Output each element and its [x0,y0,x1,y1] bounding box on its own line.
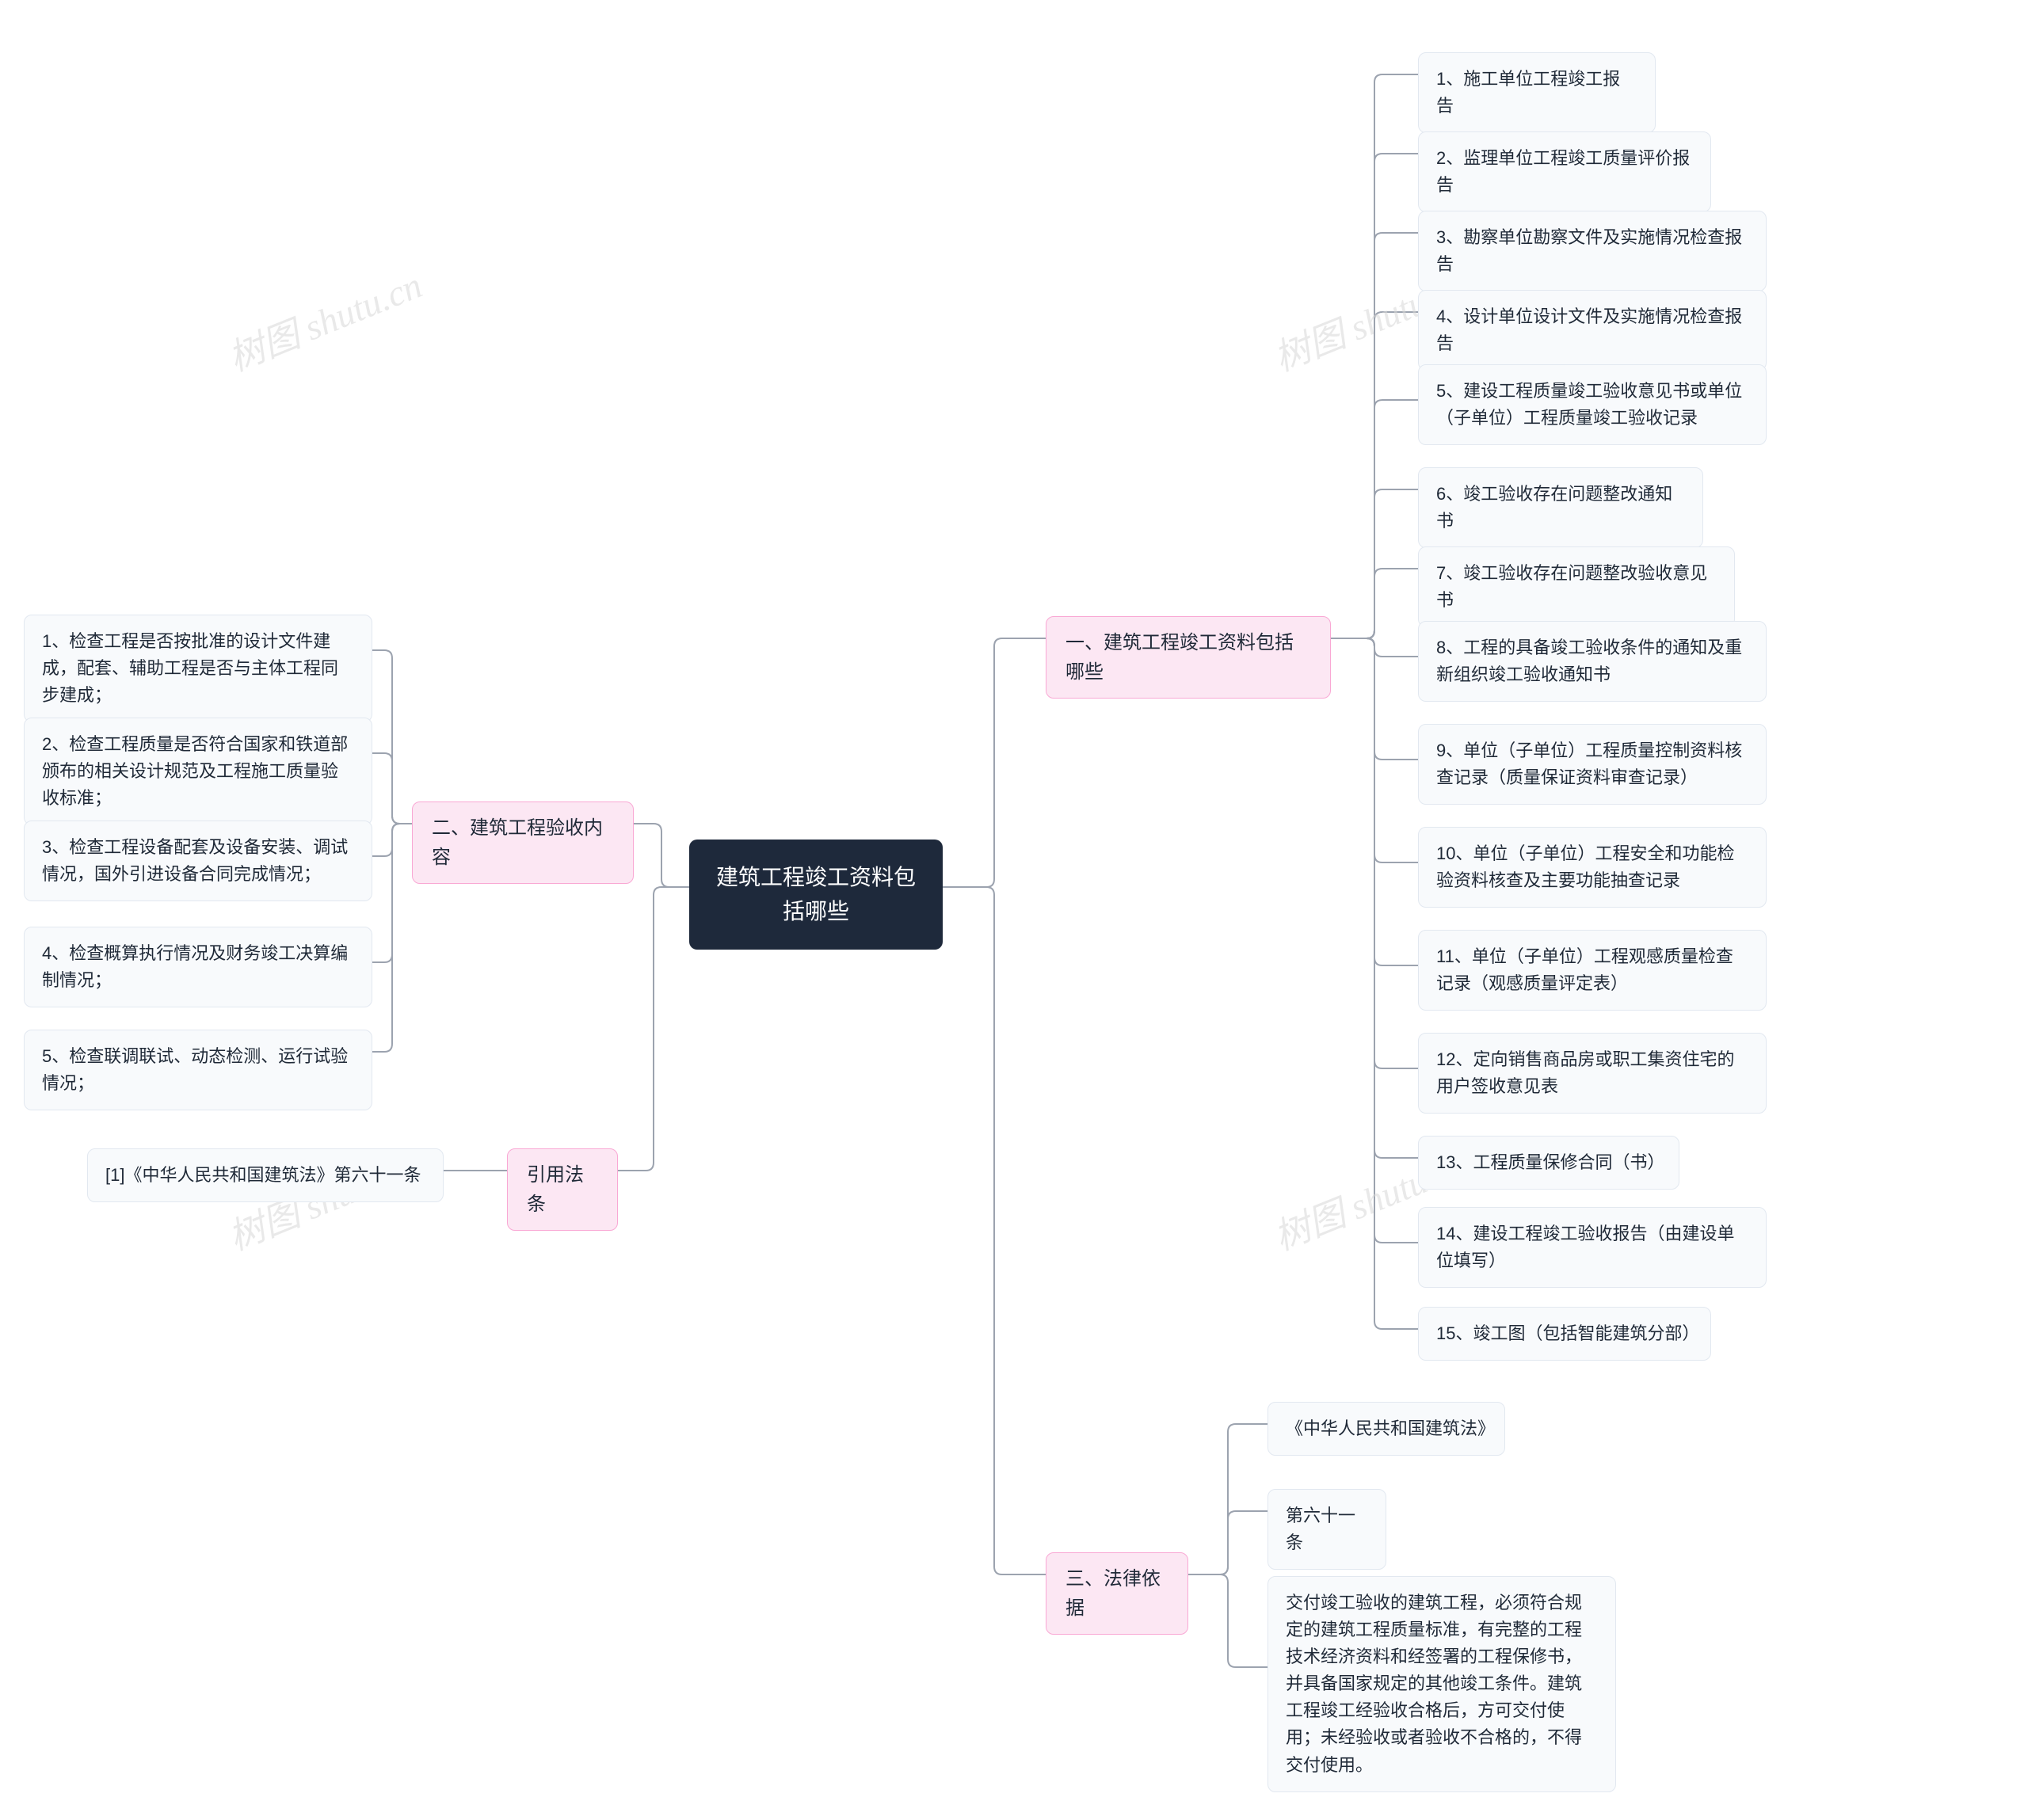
leaf-right-0-10: 11、单位（子单位）工程观感质量检查记录（观感质量评定表） [1418,930,1767,1011]
leaf-right-0-13: 14、建设工程竣工验收报告（由建设单位填写） [1418,1207,1767,1288]
leaf-right-0-6: 7、竣工验收存在问题整改验收意见书 [1418,546,1735,627]
leaf-right-0-7: 8、工程的具备竣工验收条件的通知及重新组织竣工验收通知书 [1418,621,1767,702]
leaf-right-0-0: 1、施工单位工程竣工报告 [1418,52,1656,133]
branch-left-0: 二、建筑工程验收内容 [412,801,634,884]
leaf-left-0-0: 1、检查工程是否按批准的设计文件建成，配套、辅助工程是否与主体工程同步建成； [24,615,372,722]
leaf-right-0-9: 10、单位（子单位）工程安全和功能检验资料核查及主要功能抽查记录 [1418,827,1767,908]
branch-left-1: 引用法条 [507,1148,618,1231]
branch-right-1: 三、法律依据 [1046,1552,1188,1635]
leaf-left-0-4: 5、检查联调联试、动态检测、运行试验情况； [24,1030,372,1110]
leaf-right-0-14: 15、竣工图（包括智能建筑分部） [1418,1307,1711,1361]
leaf-right-0-8: 9、单位（子单位）工程质量控制资料核查记录（质量保证资料审查记录） [1418,724,1767,805]
leaf-right-1-2: 交付竣工验收的建筑工程，必须符合规定的建筑工程质量标准，有完整的工程技术经济资料… [1268,1576,1616,1792]
leaf-right-1-0: 《中华人民共和国建筑法》 [1268,1402,1505,1456]
leaf-right-0-1: 2、监理单位工程竣工质量评价报告 [1418,131,1711,212]
leaf-left-0-2: 3、检查工程设备配套及设备安装、调试情况，国外引进设备合同完成情况； [24,821,372,901]
leaf-left-0-1: 2、检查工程质量是否符合国家和铁道部颁布的相关设计规范及工程施工质量验收标准； [24,718,372,825]
leaf-left-1-0: [1]《中华人民共和国建筑法》第六十一条 [87,1148,444,1202]
root-node: 建筑工程竣工资料包括哪些 [689,840,943,950]
leaf-right-1-1: 第六十一条 [1268,1489,1386,1570]
branch-right-0: 一、建筑工程竣工资料包括哪些 [1046,616,1331,699]
leaf-right-0-4: 5、建设工程质量竣工验收意见书或单位（子单位）工程质量竣工验收记录 [1418,364,1767,445]
leaf-right-0-3: 4、设计单位设计文件及实施情况检查报告 [1418,290,1767,371]
leaf-right-0-12: 13、工程质量保修合同（书） [1418,1136,1679,1190]
leaf-right-0-2: 3、勘察单位勘察文件及实施情况检查报告 [1418,211,1767,291]
watermark: 树图 shutu.cn [219,257,429,382]
leaf-right-0-5: 6、竣工验收存在问题整改通知书 [1418,467,1703,548]
leaf-left-0-3: 4、检查概算执行情况及财务竣工决算编制情况； [24,927,372,1007]
leaf-right-0-11: 12、定向销售商品房或职工集资住宅的用户签收意见表 [1418,1033,1767,1114]
